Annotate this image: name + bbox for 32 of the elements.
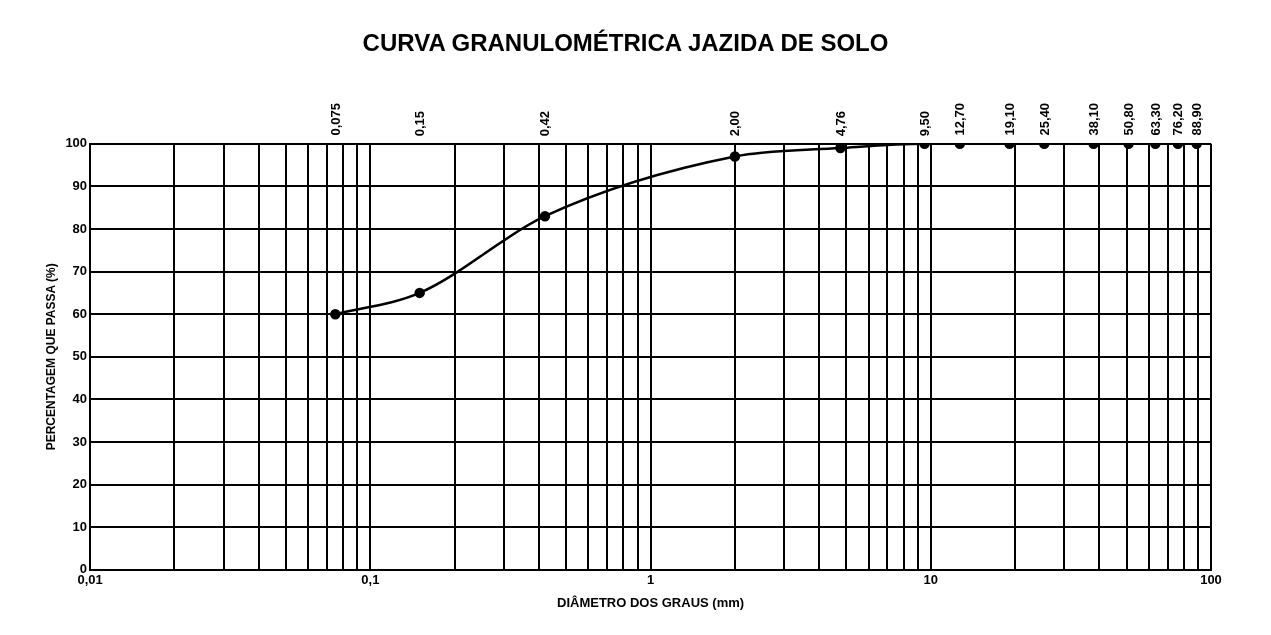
y-tick-label: 50 [72,348,88,364]
x-tick-label: 100 [1200,572,1222,588]
text: 2,00 [727,110,743,137]
y-tick-label: 80 [72,220,88,236]
y-tick-label: 20 [72,476,88,492]
y-tick-label: 30 [72,433,88,449]
text: 4,76 [832,110,848,137]
x-tick-label: 1 [646,572,655,588]
text: 0,15 [412,110,428,137]
text: 50,80 [1121,102,1137,136]
text: 12,70 [952,102,968,136]
text: 88,90 [1189,102,1205,136]
y-tick-label: 70 [72,263,88,279]
text: 25,40 [1036,102,1052,136]
text: 38,10 [1086,102,1102,136]
text: 76,20 [1170,102,1186,136]
text: 0,42 [537,110,553,137]
x-axis-title: DIÂMETRO DOS GRAUS (mm) [557,594,745,610]
x-tick-label: 0,01 [77,572,103,588]
chart-title: CURVA GRANULOMÉTRICA JAZIDA DE SOLO [362,29,889,57]
y-tick-label: 10 [72,518,88,534]
y-tick-label: 40 [72,390,88,406]
x-tick-label: 10 [923,572,939,588]
text: 0,075 [327,102,343,136]
x-tick-label: 0,1 [361,572,380,588]
text: 9,50 [917,110,933,137]
text: 19,10 [1002,102,1018,136]
text: 63,30 [1147,102,1163,136]
y-tick-label: 90 [72,177,88,193]
y-tick-label: 100 [65,135,88,151]
y-axis-title: PERCENTAGEM QUE PASSA (%) [43,263,58,451]
y-tick-label: 60 [72,305,88,321]
